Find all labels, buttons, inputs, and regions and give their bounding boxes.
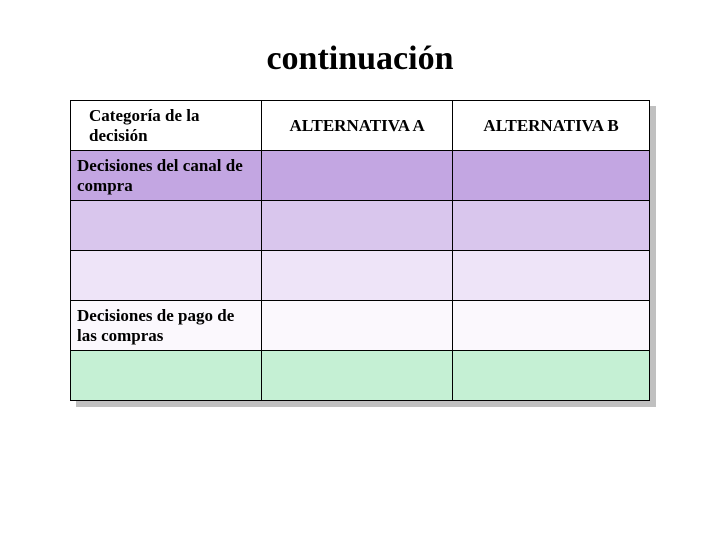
col-header-category: Categoría de la decisión [71, 101, 262, 151]
table-row [71, 201, 650, 251]
cell-alt-b [453, 201, 650, 251]
table-header-row: Categoría de la decisión ALTERNATIVA A A… [71, 101, 650, 151]
table-row [71, 251, 650, 301]
table-row [71, 351, 650, 401]
cell-alt-b [453, 301, 650, 351]
slide-title: continuación [60, 40, 660, 78]
table-row: Decisiones del canal de compra [71, 151, 650, 201]
cell-alt-b [453, 351, 650, 401]
cell-alt-a [262, 301, 453, 351]
row-label: Decisiones del canal de compra [71, 151, 262, 201]
col-header-alt-a: ALTERNATIVA A [262, 101, 453, 151]
table-container: Categoría de la decisión ALTERNATIVA A A… [70, 100, 650, 401]
cell-alt-b [453, 151, 650, 201]
cell-alt-a [262, 251, 453, 301]
cell-alt-a [262, 151, 453, 201]
decision-table: Categoría de la decisión ALTERNATIVA A A… [70, 100, 650, 401]
row-label [71, 201, 262, 251]
cell-alt-a [262, 351, 453, 401]
row-label [71, 351, 262, 401]
col-header-alt-b: ALTERNATIVA B [453, 101, 650, 151]
table-row: Decisiones de pago de las compras [71, 301, 650, 351]
row-label: Decisiones de pago de las compras [71, 301, 262, 351]
cell-alt-a [262, 201, 453, 251]
cell-alt-b [453, 251, 650, 301]
row-label [71, 251, 262, 301]
